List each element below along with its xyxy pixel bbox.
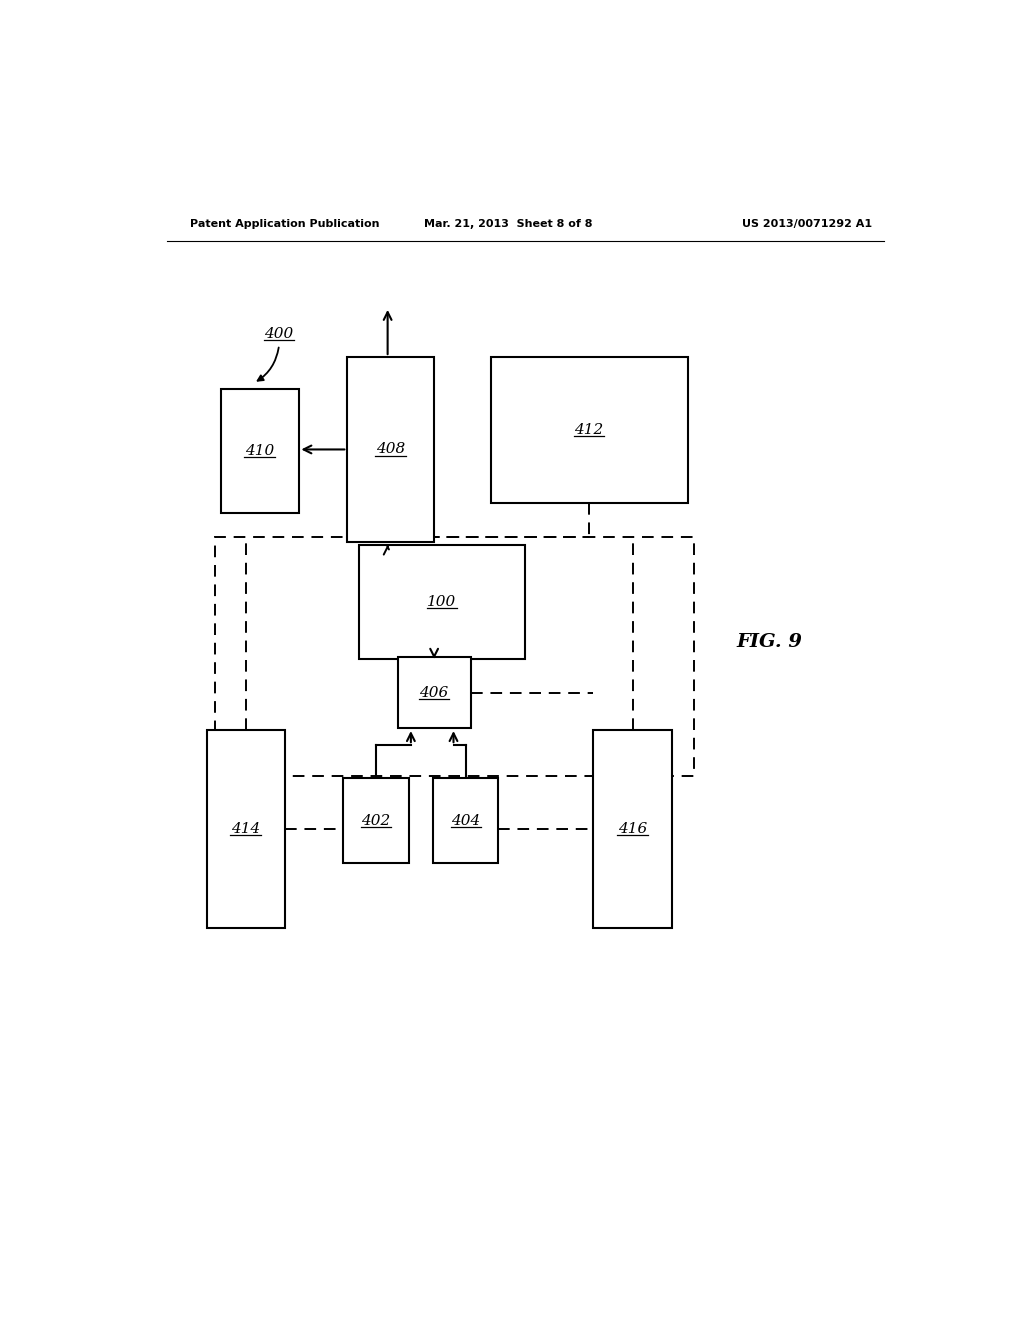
Text: 404: 404 — [452, 813, 480, 828]
Bar — [215, 537, 693, 776]
Text: 408: 408 — [376, 442, 406, 457]
Bar — [397, 657, 471, 729]
Bar — [343, 779, 409, 863]
Text: 100: 100 — [427, 595, 457, 609]
Bar — [490, 358, 687, 503]
Bar — [359, 545, 524, 659]
Text: 406: 406 — [420, 686, 449, 700]
Text: 412: 412 — [574, 424, 604, 437]
Text: 416: 416 — [617, 822, 647, 836]
FancyArrowPatch shape — [258, 347, 279, 380]
Text: 414: 414 — [231, 822, 260, 836]
Bar — [433, 779, 499, 863]
Text: 402: 402 — [361, 813, 390, 828]
Bar — [593, 730, 672, 928]
Text: Mar. 21, 2013  Sheet 8 of 8: Mar. 21, 2013 Sheet 8 of 8 — [424, 219, 592, 228]
Bar — [207, 730, 285, 928]
Text: 410: 410 — [245, 444, 274, 458]
Text: US 2013/0071292 A1: US 2013/0071292 A1 — [741, 219, 872, 228]
Text: Patent Application Publication: Patent Application Publication — [190, 219, 380, 228]
Text: 400: 400 — [264, 327, 294, 341]
Bar — [347, 358, 434, 543]
Bar — [221, 389, 299, 512]
Text: FIG. 9: FIG. 9 — [736, 634, 803, 651]
